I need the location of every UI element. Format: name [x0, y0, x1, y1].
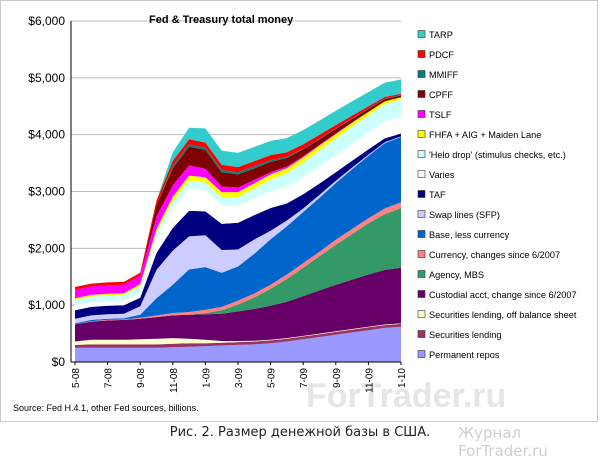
legend-label: PDCF [429, 50, 454, 60]
legend-swatch [417, 310, 426, 318]
area-series-swap-lines-sfp [75, 136, 401, 324]
area-series-permanent-repos [75, 326, 401, 362]
y-axis-ticks: $0 $1,000 $2,000 $3,000 $4,000 $5,000 $6,000 [28, 14, 65, 369]
area-series [75, 79, 401, 362]
legend-label: CPFF [429, 90, 453, 100]
legend-swatch [417, 30, 426, 38]
y-tick-label: $3,000 [28, 185, 65, 199]
area-series-custodial-acct-change-since-6-2007 [75, 267, 401, 342]
y-tick-label: $1,000 [28, 298, 65, 312]
legend-swatch [417, 150, 426, 158]
legend-label: FHFA + AIG + Maiden Lane [429, 130, 541, 140]
legend-label: Agency, MBS [429, 270, 484, 280]
y-tick-label: $4,000 [28, 128, 65, 142]
area-series-fhfa-aig-maiden-lane [75, 97, 401, 301]
legend-label: Securities lending, off balance sheet [429, 310, 577, 320]
legend-swatch [417, 130, 426, 138]
legend-label: Securities lending [429, 330, 502, 340]
x-tick-label: 7-09 [299, 368, 310, 388]
axes [70, 21, 401, 363]
legend-swatch [417, 290, 426, 298]
y-tick-label: $5,000 [28, 71, 65, 85]
y-tick-label: $0 [52, 355, 66, 369]
y-tick-label: $2,000 [28, 241, 65, 255]
legend-label: Swap lines (SFP) [429, 210, 500, 220]
legend-label: TAF [429, 190, 446, 200]
chart-frame: ForTrader.ru $0 $1,000 $2,000 $3,000 $4,000 $… [0, 0, 598, 422]
x-tick-label: 5-09 [267, 368, 278, 388]
legend-swatch [417, 110, 426, 118]
area-series-taf [75, 133, 401, 319]
legend-swatch [417, 270, 426, 278]
x-tick-label: 9-09 [332, 368, 343, 388]
x-tick-label: 3-09 [234, 368, 245, 388]
area-series-varies [75, 116, 401, 311]
legend-swatch [417, 190, 426, 198]
legend-swatch [417, 210, 426, 218]
x-tick-label: 11-09 [364, 368, 375, 393]
legend-swatch [417, 250, 426, 258]
y-tick-label: $6,000 [28, 14, 65, 28]
x-tick-label: 7-08 [104, 368, 115, 388]
watermark-small: Журнал ForTrader.ru [458, 424, 548, 460]
legend-swatch [417, 230, 426, 238]
legend-label: MMIFF [429, 70, 458, 80]
legend-swatch [417, 330, 426, 338]
stacked-area-chart: ForTrader.ru $0$1,000$2,000$3,000$4,000$… [13, 14, 577, 415]
area-series-cpff [75, 95, 401, 290]
figure-caption: Рис. 2. Размер денежной базы в США. [169, 425, 431, 440]
watermark: ForTrader.ru [306, 377, 506, 415]
legend-label: TARP [429, 30, 453, 40]
x-tick-label: 5-08 [71, 368, 82, 388]
x-tick-label: 9-08 [136, 368, 147, 388]
legend-label: Currency, changes since 6/2007 [429, 250, 560, 260]
area-series-base-less-currency [75, 136, 401, 325]
area-series-agency-mbs [75, 208, 401, 325]
legend-swatch [417, 70, 426, 78]
legend-swatch [417, 90, 426, 98]
legend: TARP PDCF MMIFF CPFF TSLF FHFA + AIG + Maiden… [417, 30, 577, 360]
legend-swatch [417, 350, 426, 358]
legend-label: Permanent repos [429, 350, 500, 360]
area-series-helo-drop-stimulus-checks-etc [75, 99, 401, 306]
legend-label: Varies [429, 170, 455, 180]
x-tick-label: 1-10 [397, 368, 408, 388]
area-series-securities-lending-off-balance-sheet [75, 323, 401, 345]
legend-swatch [417, 170, 426, 178]
source-note: Source: Fed H.4.1, other Fed sources, bi… [13, 403, 199, 413]
chart-title: Fed & Treasury total money [149, 14, 294, 26]
legend-label: TSLF [429, 110, 452, 120]
area-series-securities-lending [75, 323, 401, 348]
x-axis-ticks: 5-08 7-08 9-08 11-08 1-09 3-09 5-09 7-09 9-09 11-… [71, 362, 408, 393]
legend-label: 'Helo drop' (stimulus checks, etc.) [429, 150, 566, 160]
x-tick-label: 1-09 [201, 368, 212, 388]
x-tick-label: 11-08 [169, 368, 180, 393]
legend-swatch [417, 50, 426, 58]
legend-label: Base, less currency [429, 230, 510, 240]
legend-label: Custodial acct, change since 6/2007 [429, 290, 577, 300]
area-series-tarp [75, 79, 401, 287]
